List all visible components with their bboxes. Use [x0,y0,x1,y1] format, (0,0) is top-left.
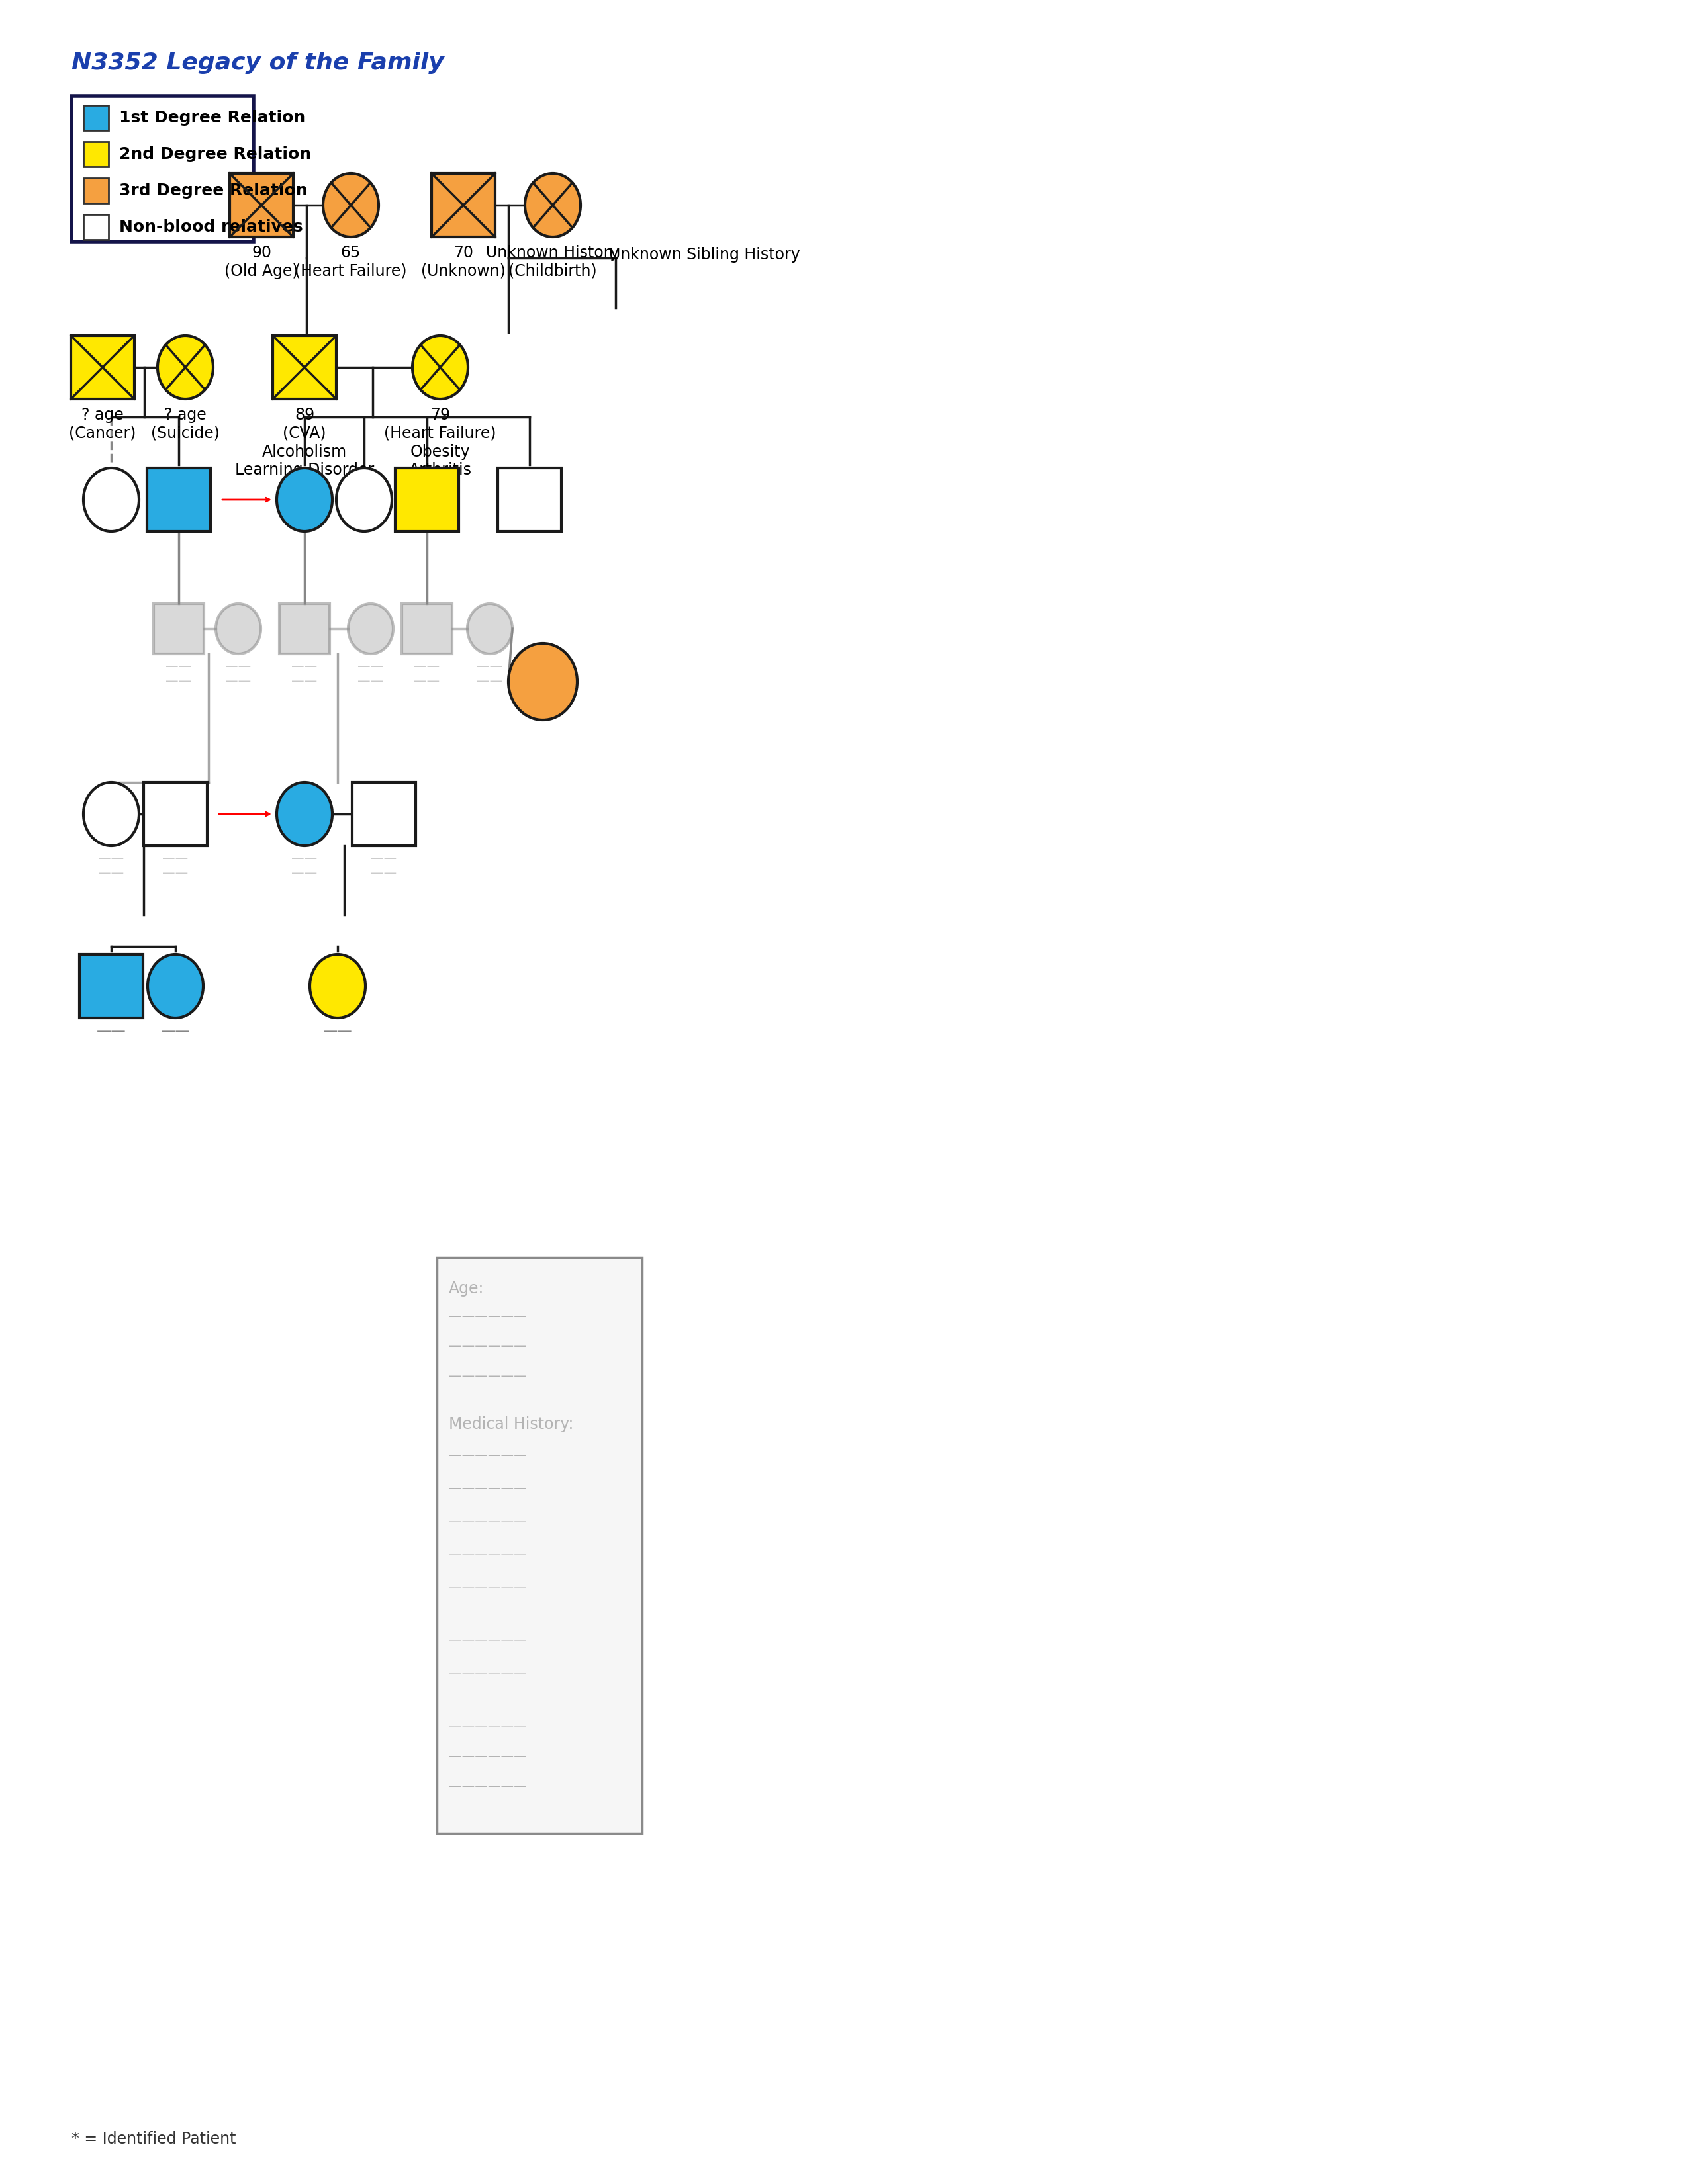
Text: ——
——: —— —— [292,852,317,880]
Text: ——————: —————— [449,1310,527,1324]
Text: 89
(CVA)
Alcoholism
Learning Disorder: 89 (CVA) Alcoholism Learning Disorder [235,406,375,478]
Text: Medical History:: Medical History: [449,1415,574,1433]
Text: 3rd Degree Relation: 3rd Degree Relation [120,183,307,199]
Text: ——
——: —— —— [414,660,441,688]
Ellipse shape [216,603,262,653]
Text: 70
(Unknown): 70 (Unknown) [420,245,506,280]
Bar [432,173,495,236]
Text: Unknown Sibling History: Unknown Sibling History [609,247,800,262]
Bar [402,603,452,653]
Text: ——
——: —— —— [292,660,317,688]
Ellipse shape [277,467,333,531]
Bar [79,954,143,1018]
Bar [230,173,294,236]
Text: Age:: Age: [449,1280,484,1297]
Text: ——
——: —— —— [358,660,383,688]
Text: Unknown History
(Childbirth): Unknown History (Childbirth) [486,245,619,280]
Text: ——————: —————— [449,1548,527,1562]
Ellipse shape [508,644,577,721]
Ellipse shape [157,336,213,400]
Ellipse shape [348,603,393,653]
Text: ——————: —————— [449,1721,527,1734]
Text: * = Identified Patient: * = Identified Patient [71,2132,236,2147]
Text: ——: —— [160,1024,191,1037]
Text: ——————: —————— [449,1369,527,1382]
Bar [498,467,562,531]
Text: ——: —— [322,1024,353,1037]
Bar [279,603,329,653]
Bar [273,336,336,400]
Bar [83,142,108,166]
Text: ——————: —————— [449,1581,527,1594]
Ellipse shape [311,954,365,1018]
Text: ——: —— [96,1024,127,1037]
Text: ——
——: —— —— [371,852,397,880]
Text: 65
(Heart Failure): 65 (Heart Failure) [295,245,407,280]
Bar [147,467,211,531]
Text: ——————: —————— [449,1634,527,1647]
Ellipse shape [336,467,392,531]
Text: ——
——: —— —— [476,660,503,688]
Text: 2nd Degree Relation: 2nd Degree Relation [120,146,311,162]
Text: ——————: —————— [449,1752,527,1762]
Ellipse shape [147,954,203,1018]
Text: ——————: —————— [449,1669,527,1679]
Bar [71,336,135,400]
Text: ——————: —————— [449,1516,527,1529]
Text: ? age
(Suicide): ? age (Suicide) [150,406,219,441]
Text: ——————: —————— [449,1780,527,1793]
Bar [83,177,108,203]
Text: ——
——: —— —— [165,660,192,688]
Text: ——
——: —— —— [162,852,189,880]
Bar [71,96,253,242]
Bar [143,782,208,845]
Text: ——
——: —— —— [225,660,252,688]
Bar [154,603,204,653]
Text: ——
——: —— —— [98,852,125,880]
Bar [83,105,108,131]
Text: ——————: —————— [449,1450,527,1461]
Bar [83,214,108,240]
Ellipse shape [277,782,333,845]
Bar [437,1258,641,1832]
Ellipse shape [525,173,581,236]
Text: ——————: —————— [449,1341,527,1352]
Ellipse shape [468,603,513,653]
Text: Non-blood relatives: Non-blood relatives [120,218,302,236]
Bar [395,467,459,531]
Text: 90
(Old Age): 90 (Old Age) [225,245,299,280]
Ellipse shape [322,173,378,236]
Ellipse shape [83,467,138,531]
Bar [353,782,415,845]
Ellipse shape [83,782,138,845]
Ellipse shape [412,336,468,400]
Text: N3352 Legacy of the Family: N3352 Legacy of the Family [71,52,444,74]
Text: 1st Degree Relation: 1st Degree Relation [120,109,306,124]
Text: ? age
(Cancer): ? age (Cancer) [69,406,137,441]
Text: 79
(Heart Failure)
Obesity
Arthritis: 79 (Heart Failure) Obesity Arthritis [385,406,496,478]
Text: ——————: —————— [449,1483,527,1496]
